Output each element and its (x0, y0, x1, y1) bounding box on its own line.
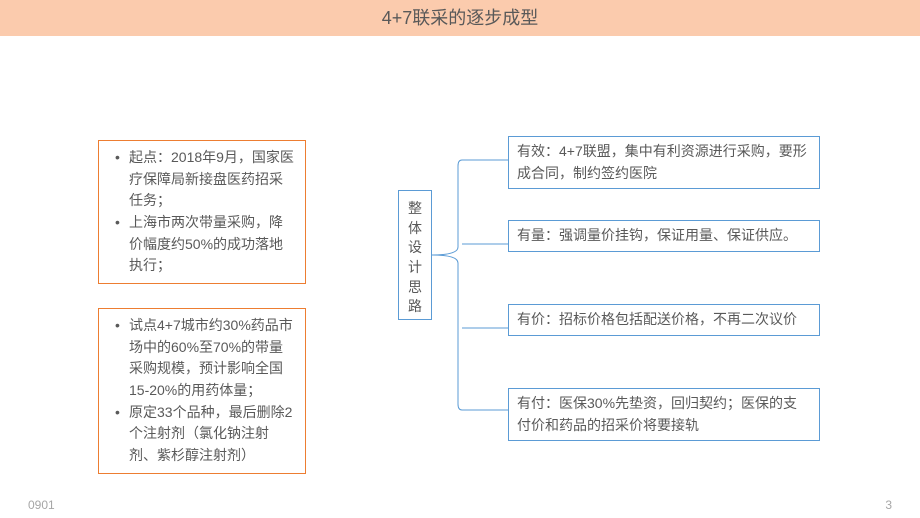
right-box-0: 有效：4+7联盟，集中有利资源进行采购，要形成合同，制约签约医院 (508, 136, 820, 189)
right-box-3: 有付：医保30%先垫资，回归契约；医保的支付价和药品的招采价将要接轨 (508, 388, 820, 441)
footer-date: 0901 (28, 498, 55, 512)
right-box-1: 有量：强调量价挂钩，保证用量、保证供应。 (508, 220, 820, 252)
right-box-2: 有价：招标价格包括配送价格，不再二次议价 (508, 304, 820, 336)
footer-page-number: 3 (885, 498, 892, 512)
